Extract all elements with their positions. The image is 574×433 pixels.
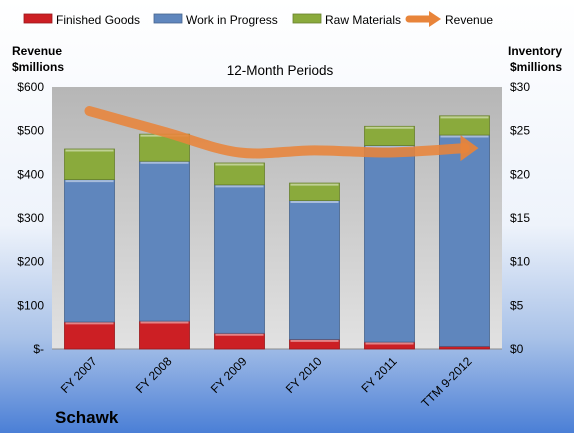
- left-tick-label: $500: [17, 124, 44, 138]
- legend-label: Work in Progress: [186, 13, 278, 27]
- work-in-progress-bar: [64, 179, 115, 323]
- work-in-progress-bar: [214, 184, 265, 334]
- legend-label: Raw Materials: [325, 13, 401, 27]
- revenue-line: [84, 106, 479, 162]
- legend-swatch: [153, 13, 183, 24]
- left-tick-label: $600: [17, 80, 44, 94]
- left-tick-label: $100: [17, 298, 44, 312]
- bar-series: [64, 115, 490, 350]
- plot-area: [52, 87, 502, 349]
- right-tick-label: $5: [510, 298, 524, 312]
- raw-materials-bar: [439, 115, 490, 136]
- work-in-progress-bar: [139, 160, 190, 322]
- work-in-progress-bar: [364, 145, 415, 343]
- legend-label: Revenue: [445, 13, 493, 27]
- right-axis-ticks: $0 $5 $10 $15 $20 $25 $30: [510, 80, 530, 356]
- right-tick-label: $10: [510, 255, 530, 269]
- left-axis-label-line1: Revenue: [12, 44, 62, 58]
- legend-arrowhead: [429, 11, 441, 27]
- left-axis-label-line2: $millions: [12, 60, 64, 74]
- raw-materials-bar: [64, 148, 115, 180]
- company-name: Schawk: [55, 408, 119, 427]
- left-axis-ticks: $- $100 $200 $300 $400 $500 $600: [17, 80, 44, 356]
- left-tick-label: $300: [17, 211, 44, 225]
- left-tick-label: $200: [17, 255, 44, 269]
- finished-goods-bar: [139, 320, 190, 350]
- right-tick-label: $25: [510, 124, 530, 138]
- raw-materials-bar: [364, 125, 415, 146]
- legend-swatch: [23, 13, 53, 24]
- legend: Finished Goods Work in Progress Raw Materi…: [23, 11, 493, 27]
- right-tick-label: $30: [510, 80, 530, 94]
- legend-swatch: [292, 13, 322, 24]
- left-tick-label: $-: [33, 342, 44, 356]
- raw-materials-bar: [289, 182, 340, 201]
- work-in-progress-bar: [439, 134, 490, 347]
- legend-label: Finished Goods: [56, 13, 140, 27]
- chart-title: 12-Month Periods: [227, 63, 334, 78]
- raw-materials-bar: [214, 162, 265, 186]
- revenue-line-path: [84, 106, 470, 159]
- work-in-progress-bar: [289, 200, 340, 340]
- right-tick-label: $20: [510, 167, 530, 181]
- finished-goods-bar: [64, 321, 115, 350]
- left-tick-label: $400: [17, 167, 44, 181]
- revenue-arrowhead: [460, 135, 479, 162]
- right-axis-label-line2: $millions: [510, 60, 562, 74]
- right-tick-label: $15: [510, 211, 530, 225]
- right-axis-label-line1: Inventory: [508, 44, 562, 58]
- right-tick-label: $0: [510, 342, 524, 356]
